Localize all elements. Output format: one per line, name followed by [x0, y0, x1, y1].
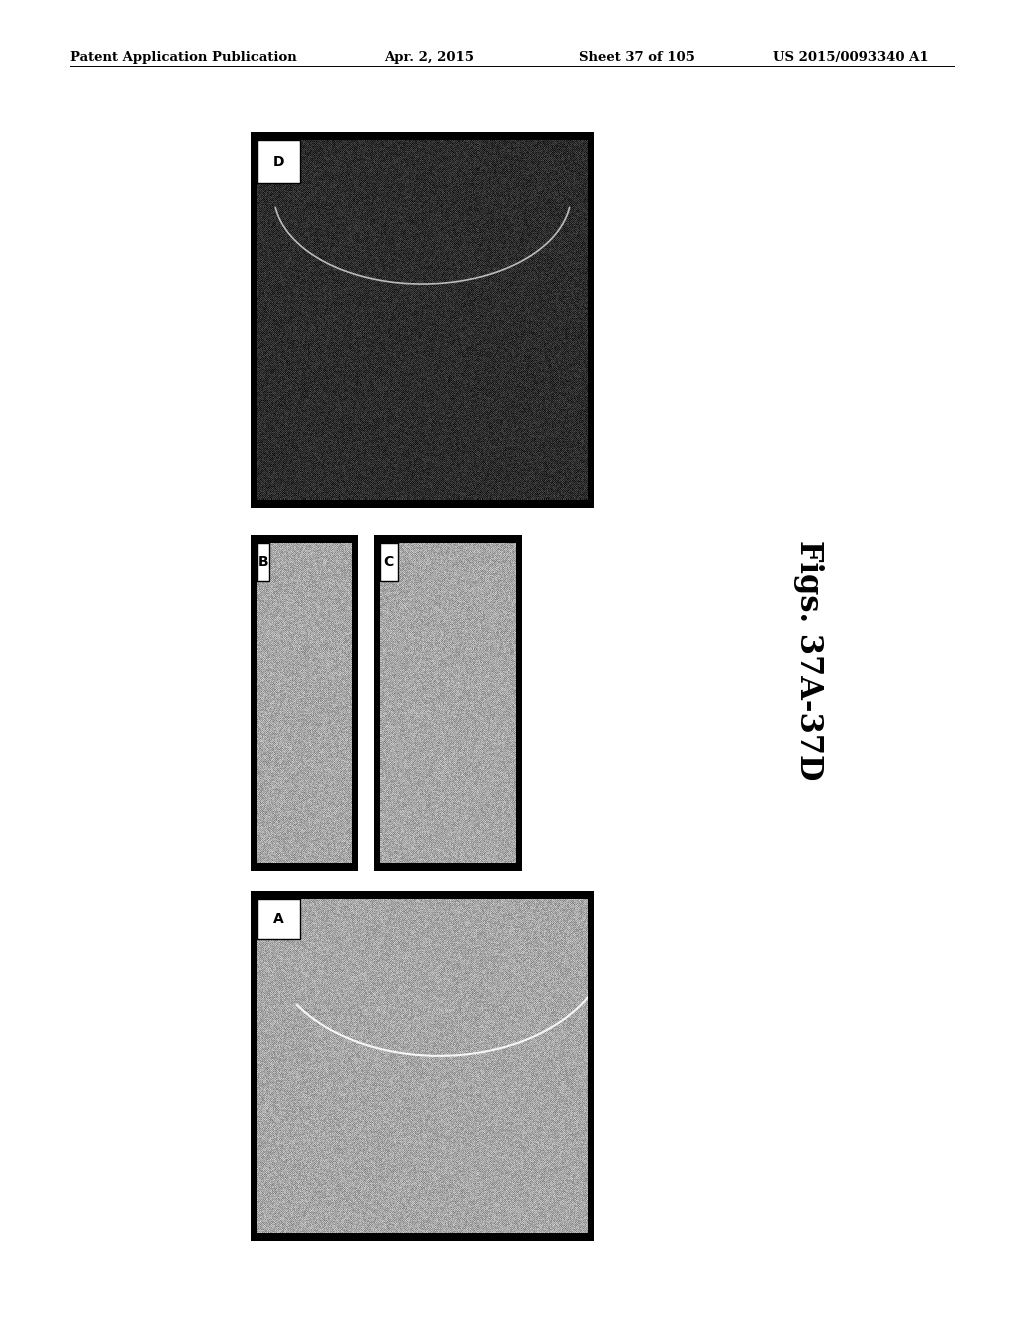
- Bar: [380, 543, 397, 581]
- Bar: [251, 891, 594, 1241]
- Bar: [251, 535, 358, 871]
- Text: Apr. 2, 2015: Apr. 2, 2015: [384, 51, 474, 65]
- Text: Sheet 37 of 105: Sheet 37 of 105: [579, 51, 694, 65]
- Bar: [374, 535, 522, 871]
- Text: A: A: [273, 912, 284, 925]
- Text: C: C: [384, 554, 394, 569]
- Bar: [257, 899, 300, 939]
- Text: US 2015/0093340 A1: US 2015/0093340 A1: [773, 51, 929, 65]
- Text: B: B: [258, 554, 268, 569]
- Text: Patent Application Publication: Patent Application Publication: [70, 51, 296, 65]
- Bar: [257, 543, 269, 581]
- Text: D: D: [272, 154, 285, 169]
- Bar: [251, 132, 594, 508]
- Bar: [257, 140, 300, 183]
- Text: Figs. 37A-37D: Figs. 37A-37D: [794, 540, 824, 780]
